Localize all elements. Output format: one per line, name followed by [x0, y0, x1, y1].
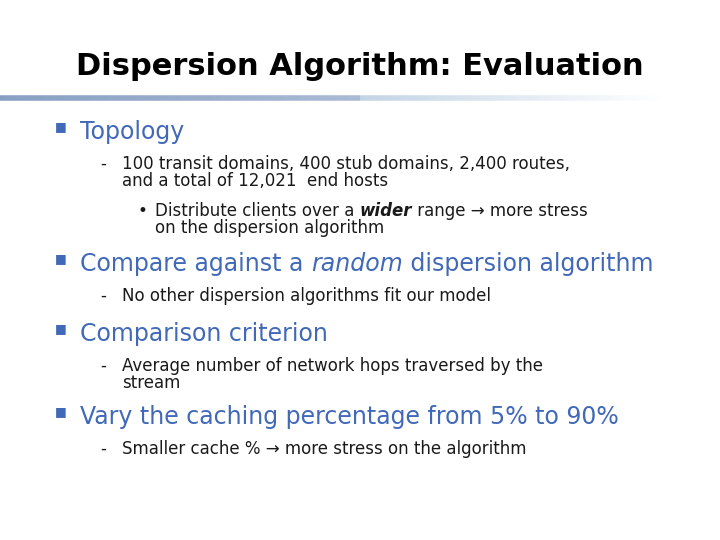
Text: •: •	[138, 202, 148, 220]
Text: on the dispersion algorithm: on the dispersion algorithm	[155, 219, 384, 238]
Text: Distribute clients over a: Distribute clients over a	[155, 202, 359, 220]
Text: dispersion algorithm: dispersion algorithm	[402, 252, 653, 276]
Text: Comparison criterion: Comparison criterion	[80, 322, 328, 346]
Text: ■: ■	[55, 405, 67, 418]
Text: Smaller cache % → more stress on the algorithm: Smaller cache % → more stress on the alg…	[122, 440, 526, 458]
Text: Vary the caching percentage from 5% to 90%: Vary the caching percentage from 5% to 9…	[80, 405, 618, 429]
Text: wider: wider	[359, 202, 412, 220]
Text: ■: ■	[55, 322, 67, 335]
Text: Compare against a: Compare against a	[80, 252, 311, 276]
Text: ■: ■	[55, 252, 67, 265]
Text: -: -	[100, 287, 106, 305]
Text: and a total of 12,021  end hosts: and a total of 12,021 end hosts	[122, 172, 388, 191]
Text: range → more stress: range → more stress	[412, 202, 588, 220]
Text: Dispersion Algorithm: Evaluation: Dispersion Algorithm: Evaluation	[76, 52, 644, 81]
Text: ■: ■	[55, 120, 67, 133]
Text: stream: stream	[122, 374, 181, 393]
Text: -: -	[100, 155, 106, 173]
Text: -: -	[100, 357, 106, 375]
Text: -: -	[100, 440, 106, 458]
Text: 100 transit domains, 400 stub domains, 2,400 routes,: 100 transit domains, 400 stub domains, 2…	[122, 155, 570, 173]
Text: Average number of network hops traversed by the: Average number of network hops traversed…	[122, 357, 543, 375]
Text: random: random	[311, 252, 402, 276]
Text: No other dispersion algorithms fit our model: No other dispersion algorithms fit our m…	[122, 287, 491, 305]
Text: Topology: Topology	[80, 120, 184, 144]
